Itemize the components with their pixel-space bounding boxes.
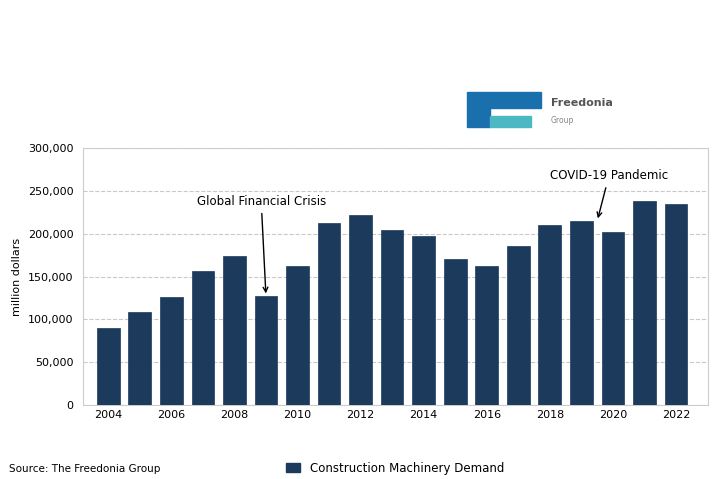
Bar bbox=[286, 265, 309, 405]
Text: Global Financial Crisis: Global Financial Crisis bbox=[196, 195, 326, 292]
Text: Group: Group bbox=[551, 116, 574, 125]
Bar bbox=[475, 265, 498, 405]
Text: Freedonia: Freedonia bbox=[551, 98, 613, 108]
Bar bbox=[539, 225, 561, 405]
Bar bbox=[444, 259, 466, 405]
Text: Figure 3-2.
Global Construction Machinery Demand,
2004 – 2022
(million dollars): Figure 3-2. Global Construction Machiner… bbox=[9, 10, 277, 80]
Bar bbox=[318, 223, 340, 405]
Bar bbox=[412, 237, 435, 405]
Bar bbox=[507, 246, 530, 405]
Bar bbox=[255, 297, 277, 405]
Bar bbox=[490, 116, 531, 127]
Bar bbox=[468, 92, 490, 127]
Text: Source: The Freedonia Group: Source: The Freedonia Group bbox=[9, 464, 161, 474]
Bar bbox=[129, 312, 151, 405]
Bar bbox=[601, 232, 625, 405]
Bar bbox=[191, 271, 214, 405]
Bar bbox=[349, 215, 372, 405]
Bar bbox=[570, 221, 593, 405]
Bar bbox=[160, 297, 183, 405]
Bar bbox=[633, 202, 656, 405]
Legend: Construction Machinery Demand: Construction Machinery Demand bbox=[282, 457, 509, 479]
Text: COVID-19 Pandemic: COVID-19 Pandemic bbox=[550, 169, 668, 217]
Bar bbox=[97, 328, 120, 405]
Bar bbox=[223, 256, 245, 405]
Bar bbox=[665, 204, 687, 405]
Bar bbox=[490, 92, 541, 108]
Y-axis label: million dollars: million dollars bbox=[12, 238, 22, 316]
Bar bbox=[380, 229, 404, 405]
